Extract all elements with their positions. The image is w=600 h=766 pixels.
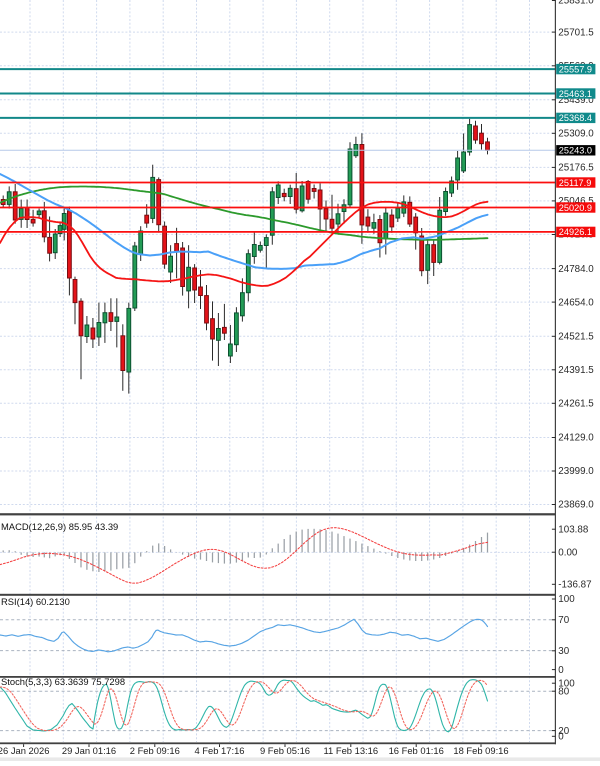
svg-text:25368.4: 25368.4: [559, 113, 592, 123]
svg-text:25701.5: 25701.5: [558, 27, 594, 38]
svg-text:9 Feb 05:16: 9 Feb 05:16: [260, 745, 310, 756]
svg-text:24926.1: 24926.1: [559, 227, 592, 237]
svg-text:25439.0: 25439.0: [558, 95, 594, 106]
svg-text:0.00: 0.00: [558, 547, 578, 558]
svg-text:Stoch(5,3,3) 63.3639 75.7298: Stoch(5,3,3) 63.3639 75.7298: [1, 676, 125, 687]
svg-text:80: 80: [558, 686, 569, 697]
svg-text:24261.5: 24261.5: [558, 399, 594, 410]
svg-text:30: 30: [558, 646, 569, 657]
svg-text:25046.5: 25046.5: [558, 196, 594, 207]
svg-text:-136.87: -136.87: [558, 580, 591, 591]
svg-text:70: 70: [558, 615, 569, 626]
svg-text:25309.0: 25309.0: [558, 129, 594, 140]
svg-text:103.88: 103.88: [558, 524, 589, 535]
svg-text:24521.5: 24521.5: [558, 332, 594, 343]
svg-text:100: 100: [558, 678, 575, 689]
svg-text:29 Jan 01:16: 29 Jan 01:16: [62, 745, 116, 756]
svg-text:25243.0: 25243.0: [559, 146, 592, 156]
svg-text:24391.5: 24391.5: [558, 365, 594, 376]
svg-text:20: 20: [558, 726, 569, 737]
svg-text:24654.0: 24654.0: [558, 297, 594, 308]
svg-text:0: 0: [558, 732, 564, 743]
svg-text:0: 0: [558, 665, 564, 676]
svg-text:25117.9: 25117.9: [559, 178, 592, 188]
svg-text:23869.0: 23869.0: [558, 500, 594, 511]
svg-text:25831.0: 25831.0: [558, 0, 594, 7]
svg-text:18 Feb 09:16: 18 Feb 09:16: [453, 745, 508, 756]
svg-text:25176.5: 25176.5: [558, 163, 594, 174]
svg-text:26 Jan 2026: 26 Jan 2026: [0, 745, 49, 756]
svg-text:2 Feb 09:16: 2 Feb 09:16: [130, 745, 180, 756]
svg-text:24784.0: 24784.0: [558, 264, 594, 275]
svg-text:16 Feb 01:16: 16 Feb 01:16: [389, 745, 444, 756]
svg-text:25020.9: 25020.9: [559, 203, 592, 213]
svg-text:MACD(12,26,9) 85.95 43.39: MACD(12,26,9) 85.95 43.39: [1, 521, 118, 532]
svg-text:23999.0: 23999.0: [558, 466, 594, 477]
svg-text:100: 100: [558, 594, 575, 605]
svg-text:25463.1: 25463.1: [559, 89, 592, 99]
svg-text:25557.9: 25557.9: [559, 64, 592, 74]
svg-text:24129.0: 24129.0: [558, 433, 594, 444]
svg-text:4 Feb 17:16: 4 Feb 17:16: [194, 745, 244, 756]
svg-text:RSI(14) 60.2130: RSI(14) 60.2130: [1, 596, 70, 607]
svg-text:11 Feb 13:16: 11 Feb 13:16: [324, 745, 379, 756]
